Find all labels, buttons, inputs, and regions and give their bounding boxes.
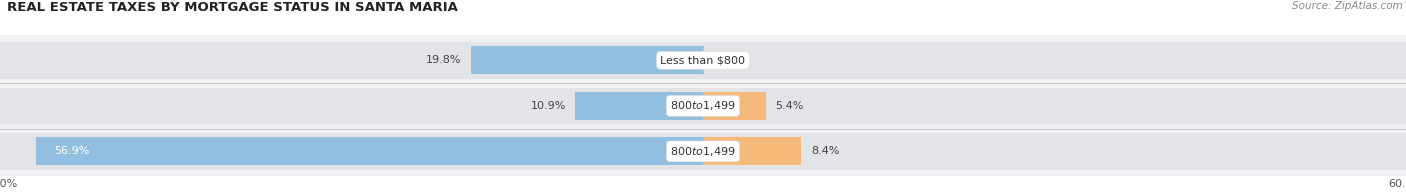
Bar (37, 137, 703, 165)
Text: 8.4%: 8.4% (811, 146, 839, 156)
Bar (703, 88, 1406, 124)
Bar (703, 42, 1406, 79)
Bar (703, 133, 1406, 170)
Text: Less than $800: Less than $800 (661, 55, 745, 65)
Bar (0, 88, 703, 124)
Bar (471, 46, 703, 74)
Bar (703, 92, 766, 120)
Text: REAL ESTATE TAXES BY MORTGAGE STATUS IN SANTA MARIA: REAL ESTATE TAXES BY MORTGAGE STATUS IN … (7, 1, 458, 14)
Text: $800 to $1,499: $800 to $1,499 (671, 145, 735, 158)
Bar (703, 137, 801, 165)
Text: 19.8%: 19.8% (426, 55, 461, 65)
Text: 10.9%: 10.9% (530, 101, 565, 111)
Bar (0, 133, 703, 170)
Text: Source: ZipAtlas.com: Source: ZipAtlas.com (1292, 1, 1403, 11)
Text: 56.9%: 56.9% (53, 146, 89, 156)
Text: 5.4%: 5.4% (776, 101, 804, 111)
Bar (0, 42, 703, 79)
Text: 0.09%: 0.09% (713, 55, 749, 65)
Text: $800 to $1,499: $800 to $1,499 (671, 99, 735, 112)
Bar (575, 92, 703, 120)
